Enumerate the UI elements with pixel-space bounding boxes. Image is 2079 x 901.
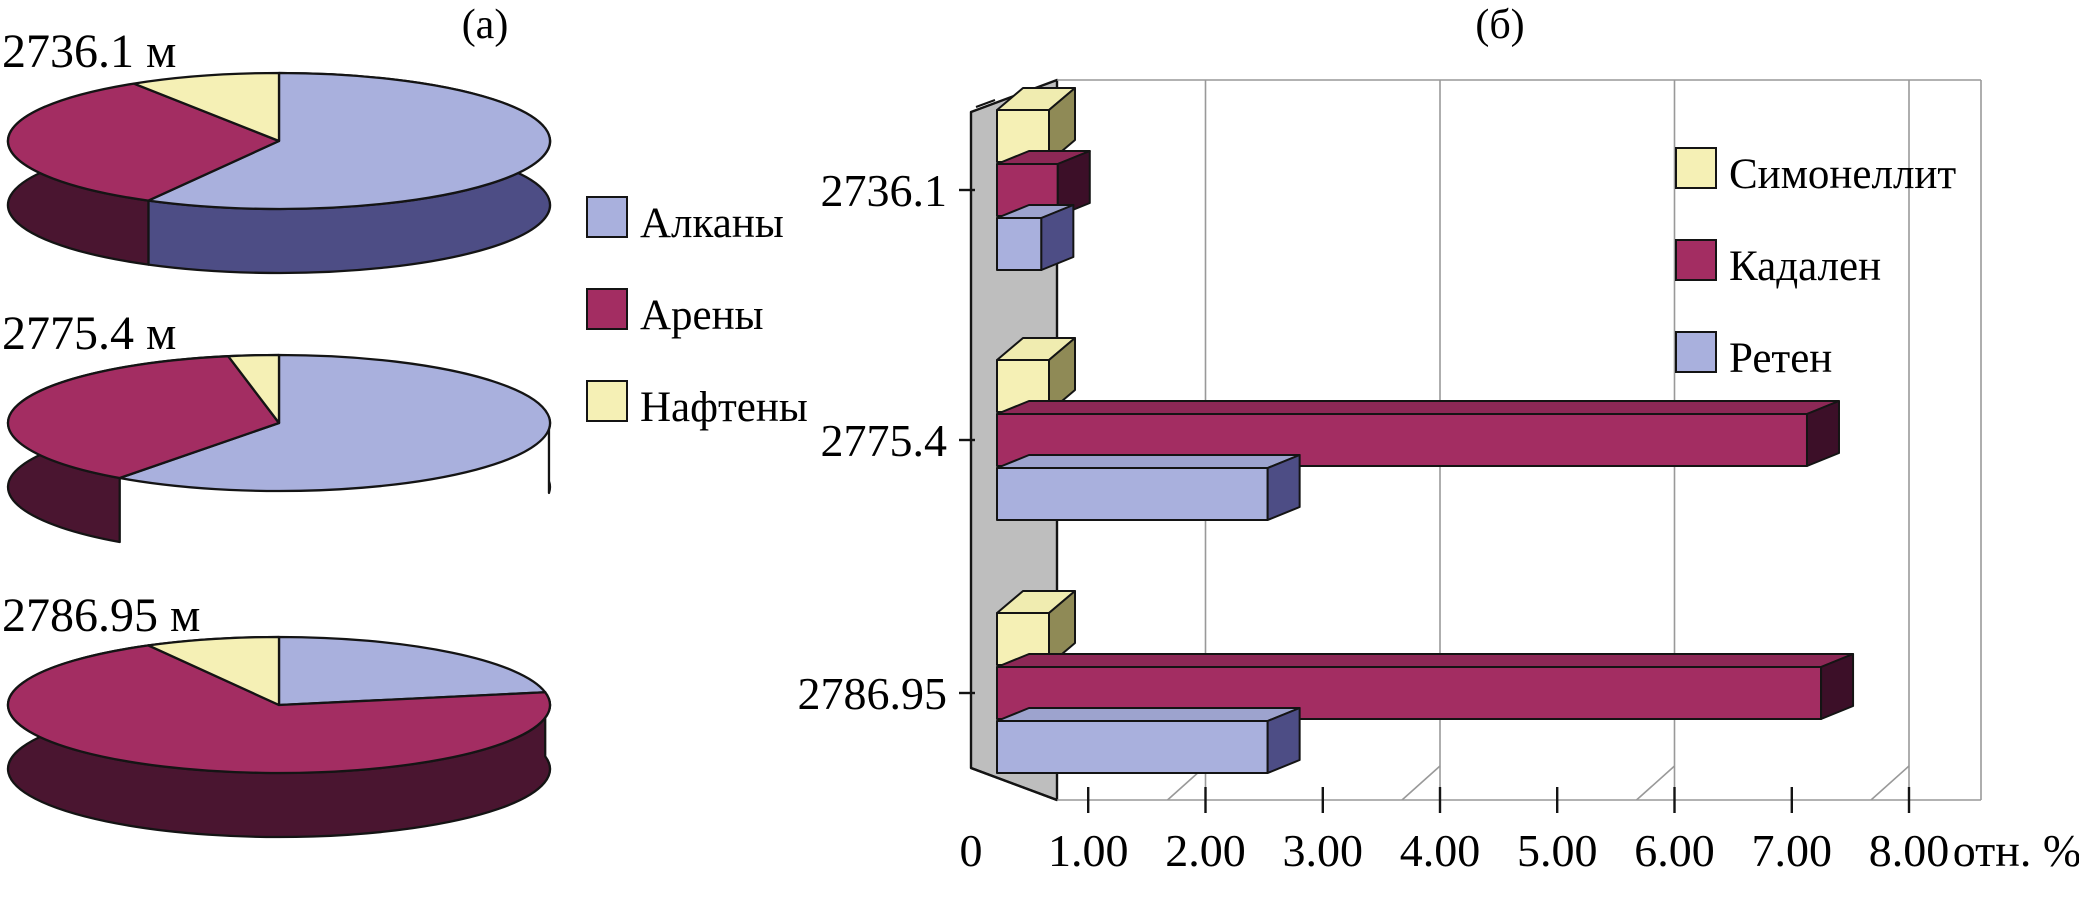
svg-text:8.00: 8.00 bbox=[1869, 825, 1950, 876]
svg-text:5.00: 5.00 bbox=[1517, 825, 1598, 876]
svg-text:3.00: 3.00 bbox=[1283, 825, 1364, 876]
svg-text:Нафтены: Нафтены bbox=[640, 384, 808, 431]
svg-text:2775.4 м: 2775.4 м bbox=[2, 307, 176, 360]
svg-text:Кадален: Кадален bbox=[1729, 243, 1881, 290]
svg-text:Арены: Арены bbox=[640, 292, 764, 339]
svg-text:(б): (б) bbox=[1475, 2, 1524, 48]
svg-text:2736.1 м: 2736.1 м bbox=[2, 25, 176, 78]
svg-text:7.00: 7.00 bbox=[1752, 825, 1833, 876]
svg-text:2.00: 2.00 bbox=[1165, 825, 1246, 876]
svg-text:Ретен: Ретен bbox=[1729, 335, 1832, 382]
svg-text:2736.1: 2736.1 bbox=[821, 165, 948, 216]
svg-text:4.00: 4.00 bbox=[1400, 825, 1481, 876]
svg-text:6.00: 6.00 bbox=[1634, 825, 1715, 876]
svg-text:(а): (а) bbox=[462, 2, 509, 48]
svg-text:отн. %: отн. % bbox=[1953, 825, 2079, 876]
svg-text:0: 0 bbox=[960, 825, 983, 876]
svg-text:2786.95: 2786.95 bbox=[798, 668, 948, 719]
svg-text:Алканы: Алканы bbox=[640, 200, 784, 247]
svg-text:1.00: 1.00 bbox=[1048, 825, 1129, 876]
svg-text:2775.4: 2775.4 bbox=[821, 415, 948, 466]
svg-text:Симонеллит: Симонеллит bbox=[1729, 151, 1956, 198]
svg-text:2786.95 м: 2786.95 м bbox=[2, 589, 200, 642]
